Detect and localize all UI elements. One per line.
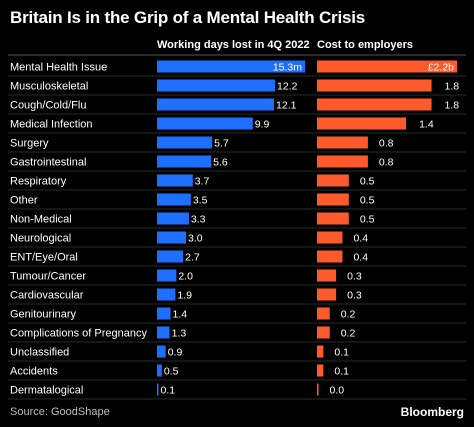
- cost-value-label: 0.8: [379, 157, 394, 169]
- category-label: Genitourinary: [10, 309, 77, 321]
- days-value-label: 2.0: [178, 271, 193, 283]
- category-label: Respiratory: [10, 176, 67, 188]
- days-value-label: 0.5: [164, 366, 179, 378]
- days-value-label: 9.9: [255, 119, 270, 131]
- cost-value-label: £2.2b: [428, 62, 454, 74]
- days-bar: [157, 174, 193, 187]
- cost-value-label: 0.4: [353, 252, 368, 264]
- cost-bar: [317, 212, 349, 225]
- category-label: Dermatalogical: [10, 385, 83, 397]
- cost-bar: [317, 383, 319, 396]
- days-bar: [157, 193, 191, 206]
- days-bar: [157, 383, 159, 396]
- days-bar: [157, 60, 305, 73]
- cost-value-label: 0.5: [360, 195, 375, 207]
- days-bar: [157, 98, 275, 111]
- days-value-label: 0.9: [168, 347, 183, 359]
- category-label: Cough/Cold/Flu: [10, 100, 86, 112]
- cost-bar: [317, 117, 407, 130]
- days-value-label: 3.0: [188, 233, 203, 245]
- category-label: Medical Infection: [10, 119, 93, 131]
- series-header-cost: Cost to employers: [317, 39, 413, 51]
- days-bar: [157, 288, 176, 301]
- category-label: Surgery: [10, 138, 49, 150]
- category-label: Neurological: [10, 233, 71, 245]
- category-label: Cardiovascular: [10, 290, 84, 302]
- days-bar: [157, 155, 212, 168]
- days-bar: [157, 136, 213, 149]
- category-label: Other: [10, 195, 38, 207]
- days-bar: [157, 307, 171, 320]
- cost-bar: [317, 231, 343, 244]
- cost-bar: [317, 269, 337, 282]
- chart-title: Britain Is in the Grip of a Mental Healt…: [10, 8, 366, 27]
- cost-value-label: 1.8: [445, 81, 460, 93]
- cost-bar: [317, 250, 343, 263]
- cost-bar: [317, 79, 432, 92]
- cost-value-label: 1.8: [445, 100, 460, 112]
- cost-value-label: 0.5: [360, 214, 375, 226]
- cost-bar: [317, 60, 457, 73]
- category-label: Complications of Pregnancy: [10, 328, 147, 340]
- days-bar: [157, 250, 184, 263]
- cost-value-label: 0.1: [334, 347, 349, 359]
- days-value-label: 1.9: [177, 290, 192, 302]
- cost-value-label: 0.2: [341, 309, 356, 321]
- days-value-label: 2.7: [185, 252, 200, 264]
- cost-bar: [317, 307, 330, 320]
- days-value-label: 5.6: [213, 157, 228, 169]
- cost-value-label: 0.4: [353, 233, 368, 245]
- days-bar: [157, 269, 177, 282]
- category-label: Musculoskeletal: [10, 81, 88, 93]
- days-value-label: 3.3: [191, 214, 206, 226]
- cost-bar: [317, 288, 337, 301]
- days-bar: [157, 326, 170, 339]
- cost-bar: [317, 364, 324, 377]
- cost-value-label: 1.4: [419, 119, 434, 131]
- days-value-label: 15.3m: [273, 62, 302, 74]
- series-header-days: Working days lost in 4Q 2022: [157, 39, 310, 51]
- days-value-label: 1.4: [173, 309, 188, 321]
- source-note: Source: GoodShape: [10, 406, 110, 418]
- category-label: Gastrointestinal: [10, 157, 86, 169]
- cost-value-label: 0.0: [330, 385, 345, 397]
- days-value-label: 3.5: [193, 195, 208, 207]
- cost-bar: [317, 193, 349, 206]
- cost-value-label: 0.2: [341, 328, 356, 340]
- category-label: Non-Medical: [10, 214, 72, 226]
- days-value-label: 12.2: [277, 81, 298, 93]
- cost-value-label: 0.8: [379, 138, 394, 150]
- days-bar: [157, 231, 187, 244]
- category-label: Mental Health Issue: [10, 62, 107, 74]
- days-bar: [157, 364, 162, 377]
- cost-value-label: 0.5: [360, 176, 375, 188]
- category-label: ENT/Eye/Oral: [10, 252, 78, 264]
- cost-bar: [317, 345, 324, 358]
- category-label: Tumour/Cancer: [10, 271, 86, 283]
- cost-bar: [317, 98, 432, 111]
- cost-bar: [317, 155, 368, 168]
- days-value-label: 0.1: [161, 385, 176, 397]
- bloomberg-logo: Bloomberg: [400, 405, 464, 419]
- days-value-label: 1.3: [172, 328, 187, 340]
- cost-value-label: 0.3: [347, 290, 362, 302]
- days-bar: [157, 212, 189, 225]
- cost-bar: [317, 174, 349, 187]
- cost-value-label: 0.1: [334, 366, 349, 378]
- cost-bar: [317, 326, 330, 339]
- category-label: Accidents: [10, 366, 58, 378]
- days-bar: [157, 79, 276, 92]
- days-value-label: 3.7: [195, 176, 210, 188]
- days-bar: [157, 117, 253, 130]
- category-label: Unclassified: [10, 347, 69, 359]
- cost-bar: [317, 136, 368, 149]
- days-value-label: 12.1: [276, 100, 297, 112]
- cost-value-label: 0.3: [347, 271, 362, 283]
- days-value-label: 5.7: [214, 138, 229, 150]
- days-bar: [157, 345, 166, 358]
